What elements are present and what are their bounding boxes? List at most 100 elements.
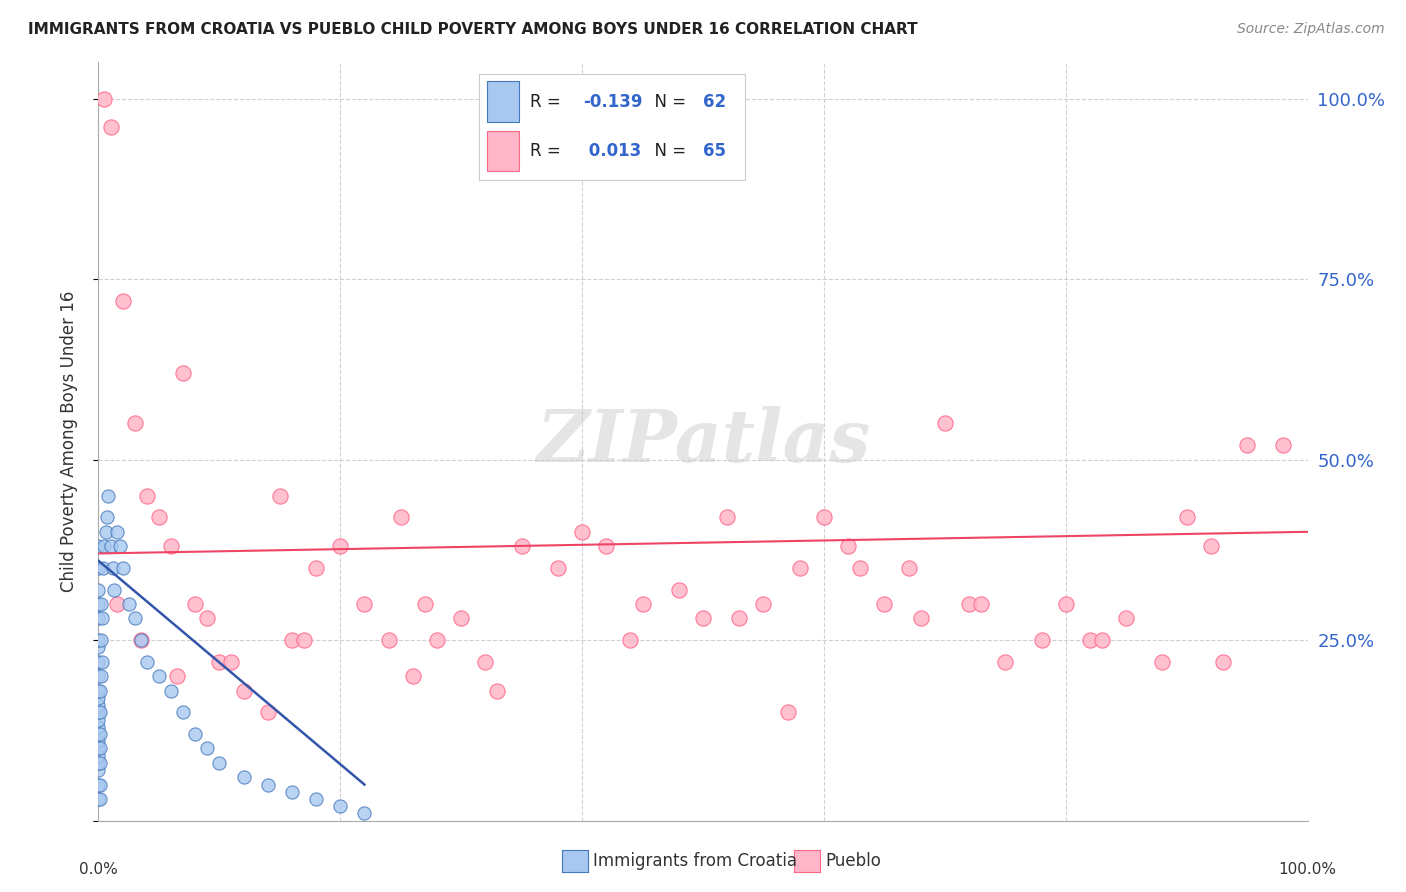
Point (716, 510, 738, 524)
Point (208, 756, 231, 770)
Point (90, 633, 112, 648)
Point (94, 524, 117, 539)
Point (87, 633, 110, 648)
Point (752, 597, 775, 611)
Text: Immigrants from Croatia: Immigrants from Croatia (593, 852, 797, 870)
Point (89, 756, 111, 770)
Point (1236, 438, 1258, 452)
Point (135, 489, 157, 503)
Point (87, 698, 110, 712)
Point (87, 720, 110, 734)
Point (486, 683, 509, 698)
Text: Source: ZipAtlas.com: Source: ZipAtlas.com (1237, 22, 1385, 37)
Point (692, 611, 714, 625)
Point (619, 633, 641, 648)
Text: 0.0%: 0.0% (79, 863, 118, 878)
Text: Pueblo: Pueblo (825, 852, 882, 870)
Point (89, 727, 111, 741)
Point (413, 597, 436, 611)
Text: IMMIGRANTS FROM CROATIA VS PUEBLO CHILD POVERTY AMONG BOYS UNDER 16 CORRELATION : IMMIGRANTS FROM CROATIA VS PUEBLO CHILD … (28, 22, 918, 37)
Point (329, 799, 352, 814)
Point (595, 539, 617, 553)
Point (510, 539, 533, 553)
Point (728, 611, 751, 625)
Point (90, 669, 112, 683)
Point (87, 706, 110, 720)
Point (1054, 597, 1077, 611)
Point (89, 778, 111, 792)
Point (160, 539, 183, 553)
Point (970, 597, 993, 611)
Point (269, 489, 291, 503)
Point (353, 597, 375, 611)
Point (281, 633, 304, 648)
Point (305, 561, 328, 575)
Point (172, 366, 194, 380)
Point (105, 597, 128, 611)
Point (1078, 633, 1101, 648)
Point (474, 655, 496, 669)
Point (93, 91, 115, 105)
Point (1212, 655, 1234, 669)
Point (166, 669, 188, 683)
Point (160, 683, 183, 698)
Point (837, 539, 859, 553)
Point (129, 633, 152, 648)
Y-axis label: Child Poverty Among Boys Under 16: Child Poverty Among Boys Under 16 (59, 291, 77, 592)
Point (184, 597, 207, 611)
Point (87, 669, 110, 683)
Point (450, 611, 472, 625)
Point (89, 706, 111, 720)
Point (389, 510, 412, 524)
Point (148, 669, 170, 683)
Point (1031, 633, 1053, 648)
Point (232, 770, 254, 784)
Point (100, 120, 122, 135)
Point (87, 597, 110, 611)
Point (571, 524, 593, 539)
Point (256, 778, 278, 792)
Point (90, 597, 112, 611)
Point (776, 706, 799, 720)
Point (910, 611, 932, 625)
Point (292, 633, 315, 648)
Point (897, 561, 920, 575)
Point (118, 597, 141, 611)
Point (1091, 633, 1114, 648)
Text: 100.0%: 100.0% (1278, 863, 1337, 878)
Point (547, 561, 569, 575)
Point (957, 597, 980, 611)
Point (377, 633, 399, 648)
Point (873, 597, 896, 611)
Point (87, 778, 110, 792)
Point (305, 792, 328, 806)
Point (87, 690, 110, 705)
Point (789, 561, 811, 575)
Point (813, 510, 835, 524)
Point (129, 633, 152, 648)
Point (111, 293, 134, 308)
Point (631, 597, 654, 611)
Point (87, 683, 110, 698)
Point (1152, 655, 1174, 669)
Point (87, 655, 110, 669)
Point (87, 713, 110, 727)
Point (96, 510, 118, 524)
Point (256, 706, 278, 720)
Point (101, 561, 124, 575)
Point (1199, 539, 1222, 553)
Point (91, 561, 114, 575)
Point (281, 785, 304, 799)
Point (93, 539, 115, 553)
Point (87, 611, 110, 625)
Point (124, 611, 146, 625)
Point (87, 561, 110, 575)
Point (105, 524, 128, 539)
Point (91, 611, 114, 625)
Point (87, 582, 110, 597)
Point (87, 756, 110, 770)
Point (87, 792, 110, 806)
Point (353, 806, 375, 821)
Point (87, 763, 110, 777)
Point (329, 539, 352, 553)
